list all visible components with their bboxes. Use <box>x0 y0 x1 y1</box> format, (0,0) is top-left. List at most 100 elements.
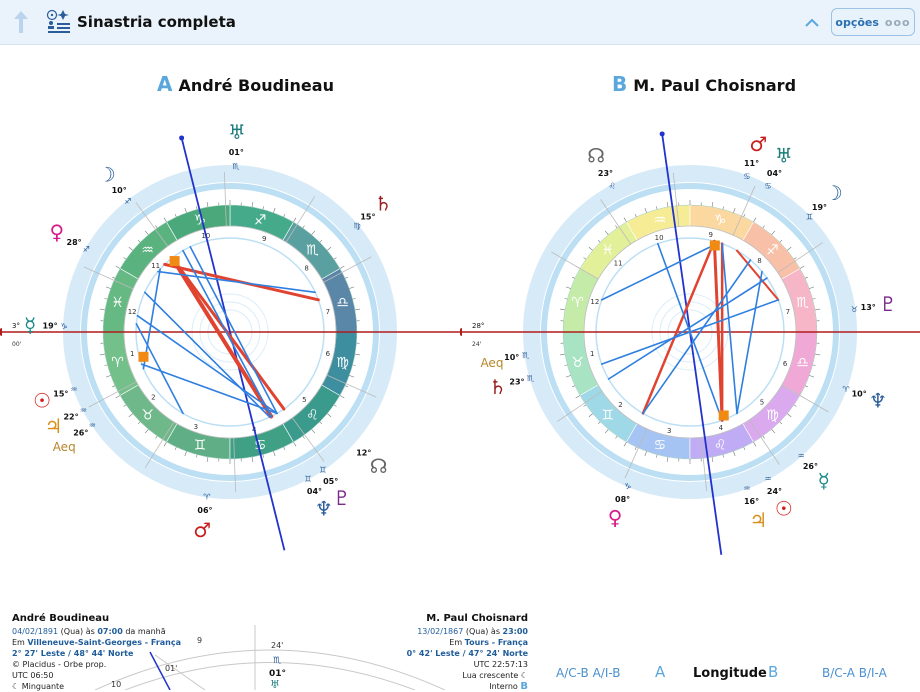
info-b-moon: Lua crescente <box>462 671 518 680</box>
house-number: 8 <box>757 257 761 265</box>
options-button[interactable]: opções ooo <box>831 8 915 36</box>
col-a-aspects[interactable]: A/C-B A/I-B <box>556 666 621 680</box>
planet-marker <box>719 410 729 420</box>
house-number: 3 <box>667 427 671 435</box>
moon-phase-icon: ☾ <box>521 671 528 680</box>
planet-glyph: ☊ <box>587 143 605 167</box>
house-number: 5 <box>760 398 764 406</box>
zodiac-sign-glyph: ♍ <box>766 407 779 423</box>
planet-glyph: Aeq <box>53 440 76 454</box>
planet-sign: ♒ <box>80 406 87 415</box>
planet-degree: 10° <box>504 353 519 362</box>
planet-glyph: ♅ <box>775 143 793 167</box>
planet-degree: 23° <box>598 169 613 178</box>
mc-arrow-icon <box>179 135 184 140</box>
info-a-weekday: (Qua) às <box>61 627 95 636</box>
zodiac-sign-glyph: ♐ <box>766 243 779 259</box>
info-a-moon-line: ☾ Minguante <box>12 681 272 692</box>
planet-glyph: ♂ <box>193 518 211 542</box>
planet-degree: 22° <box>63 413 78 422</box>
info-a-time: 07:00 <box>97 627 122 636</box>
planet-degree: 01° <box>229 148 244 157</box>
planet-sign: ♒ <box>743 484 750 493</box>
planet-degree: 16° <box>744 497 759 506</box>
planet-degree: 12° <box>356 448 371 457</box>
chart-b-info: M. Paul Choisnard 13/02/1867 (Qua) às 23… <box>398 612 528 692</box>
info-b-coords: 0° 42' Leste / 47° 24' Norte <box>398 648 528 659</box>
zodiac-sign-glyph: ♉ <box>571 355 584 371</box>
zodiac-sign-glyph: ♎ <box>336 295 349 311</box>
chart-a-info: André Boudineau 04/02/1891 (Qua) às 07:0… <box>12 612 272 692</box>
house-number: 4 <box>719 424 724 432</box>
col-a-letter: A <box>655 663 665 681</box>
house-number: 2 <box>618 401 622 409</box>
planet-glyph: ☽ <box>825 181 843 205</box>
planet-glyph: ♅ <box>228 120 246 144</box>
planet-glyph: ☉ <box>33 388 51 412</box>
planet-degree: 28° <box>67 238 82 247</box>
house-number: 7 <box>786 308 790 316</box>
planet-degree: 15° <box>53 390 68 399</box>
planet-sign: ♒ <box>70 385 77 394</box>
planet-sign: ♊ <box>304 475 311 484</box>
chart-a-letter: A <box>157 72 172 96</box>
asc-minute: 00' <box>12 341 22 348</box>
planet-degree: 19° <box>812 203 827 212</box>
chart-a-wheel[interactable]: ♈♉♊♋♌♍♎♏♐♑♒♓123456789101112♅01°♏♄15°♍☽10… <box>0 100 460 570</box>
planet-glyph: ♇ <box>333 486 351 510</box>
info-a-utc: UTC 06:50 <box>12 670 272 681</box>
house-number: 9 <box>262 235 266 243</box>
zodiac-sign-glyph: ♎ <box>796 355 809 371</box>
house-number: 2 <box>151 393 155 401</box>
planet-glyph: ♄ <box>489 375 507 399</box>
info-b-date: 13/02/1867 <box>417 627 463 636</box>
planet-glyph: ♄ <box>374 191 392 215</box>
zodiac-sign-glyph: ♒ <box>654 212 667 228</box>
planet-glyph: ☉ <box>775 497 793 521</box>
col-b-aspects[interactable]: B/C-A B/I-A <box>822 666 887 680</box>
house-number: 7 <box>326 308 330 316</box>
planet-glyph: ☿ <box>24 313 36 337</box>
info-b-time: 23:00 <box>503 627 528 636</box>
planet-glyph: ♀ <box>608 505 623 529</box>
info-a-period: da manhã <box>125 627 165 636</box>
info-b-name: M. Paul Choisnard <box>398 612 528 626</box>
info-b-letter: B <box>520 681 528 692</box>
house-number: 8 <box>304 265 308 273</box>
planet-sign: ♈ <box>203 492 210 501</box>
house-number: 6 <box>326 350 331 358</box>
info-b-place-prefix: Em <box>449 638 462 647</box>
asc-arrow-icon <box>460 328 462 336</box>
asc-degree: 3° <box>12 322 20 330</box>
planet-marker <box>710 240 720 250</box>
planet-sign: ♒ <box>764 475 771 484</box>
zodiac-sign-glyph: ♑ <box>714 212 727 228</box>
planet-sign: ♐ <box>83 245 90 254</box>
synastry-icon <box>46 9 72 35</box>
page-title: Sinastria completa <box>77 13 236 31</box>
asc-arrow-icon <box>0 328 2 336</box>
house-number: 3 <box>194 423 198 431</box>
more-dots-icon: ooo <box>885 16 911 29</box>
back-up-arrow-icon[interactable] <box>10 8 32 36</box>
planet-marker <box>170 256 180 266</box>
options-label: opções <box>835 16 879 29</box>
asc-degree: 28° <box>472 322 484 330</box>
planet-degree: 26° <box>803 462 818 471</box>
planet-sign: ♐ <box>124 197 131 206</box>
info-a-place-line: Em Villeneuve-Saint-Georges - França <box>12 637 272 648</box>
chart-a-name: André Boudineau <box>178 76 333 95</box>
chevron-up-icon[interactable] <box>802 13 822 33</box>
info-b-date-line: 13/02/1867 (Qua) às 23:00 <box>398 626 528 637</box>
house-number: 11 <box>151 262 160 270</box>
zodiac-sign-glyph: ♓ <box>111 295 124 311</box>
info-b-weekday: (Qua) às <box>466 627 500 636</box>
planet-sign: ♌ <box>608 181 615 190</box>
col-longitude: Longitude <box>693 666 767 681</box>
planet-degree: 05° <box>323 477 338 486</box>
planet-marker <box>138 352 148 362</box>
zodiac-sign-glyph: ♍ <box>336 355 349 371</box>
house-number: 12 <box>590 298 599 306</box>
info-b-place-line: Em Tours - França <box>398 637 528 648</box>
